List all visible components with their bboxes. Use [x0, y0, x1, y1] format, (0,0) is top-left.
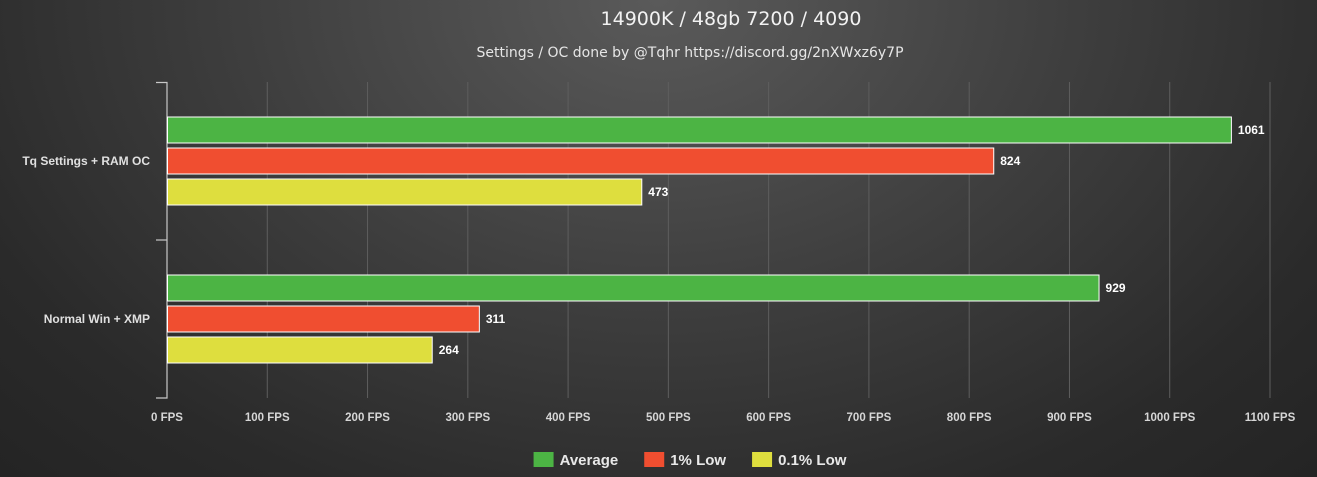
bar[interactable]: [167, 178, 643, 206]
y-axis: [156, 81, 168, 399]
category-label: Normal Win + XMP: [44, 312, 150, 326]
x-tick-label: 500 FPS: [646, 412, 691, 424]
bar[interactable]: [167, 147, 995, 175]
legend-label[interactable]: Average: [560, 452, 619, 469]
category-labels: Tq Settings + RAM OC Normal Win + XMP: [22, 154, 150, 326]
x-tick-label: 900 FPS: [1047, 412, 1092, 424]
x-axis-ticks: 0 FPS 100 FPS 200 FPS 300 FPS 400 FPS 500 FPS…: [151, 412, 1296, 424]
bar[interactable]: [167, 305, 480, 333]
legend-label[interactable]: 1% Low: [670, 452, 726, 469]
x-tick-label: 700 FPS: [847, 412, 892, 424]
data-labels: 1061 824 473 929 311 264: [439, 123, 1265, 357]
data-label: 311: [486, 312, 506, 326]
legend-swatch[interactable]: [644, 452, 665, 467]
data-label: 473: [648, 185, 668, 199]
x-tick-label: 400 FPS: [546, 412, 591, 424]
legend-label[interactable]: 0.1% Low: [778, 452, 847, 469]
legend[interactable]: Average 1% Low 0.1% Low: [533, 452, 847, 469]
legend-swatch[interactable]: [533, 452, 554, 467]
category-label: Tq Settings + RAM OC: [22, 154, 150, 168]
x-tick-label: 0 FPS: [151, 412, 183, 424]
x-tick-label: 1100 FPS: [1245, 412, 1296, 424]
x-tick-label: 300 FPS: [445, 412, 490, 424]
chart-subtitle: Settings / OC done by @Tqhr https://disc…: [476, 45, 903, 61]
data-label: 1061: [1238, 123, 1265, 137]
bar[interactable]: [167, 274, 1100, 302]
data-label: 929: [1106, 281, 1126, 295]
x-tick-label: 100 FPS: [245, 412, 290, 424]
data-label: 264: [439, 343, 459, 357]
x-tick-label: 1000 FPS: [1144, 412, 1195, 424]
legend-swatch[interactable]: [752, 452, 773, 467]
bar[interactable]: [167, 116, 1232, 144]
chart-title: 14900K / 48gb 7200 / 4090: [601, 8, 862, 30]
x-tick-label: 200 FPS: [345, 412, 390, 424]
bars: [167, 116, 1232, 364]
x-tick-label: 800 FPS: [947, 412, 992, 424]
data-label: 824: [1000, 154, 1020, 168]
x-tick-label: 600 FPS: [746, 412, 791, 424]
bar[interactable]: [167, 336, 433, 364]
